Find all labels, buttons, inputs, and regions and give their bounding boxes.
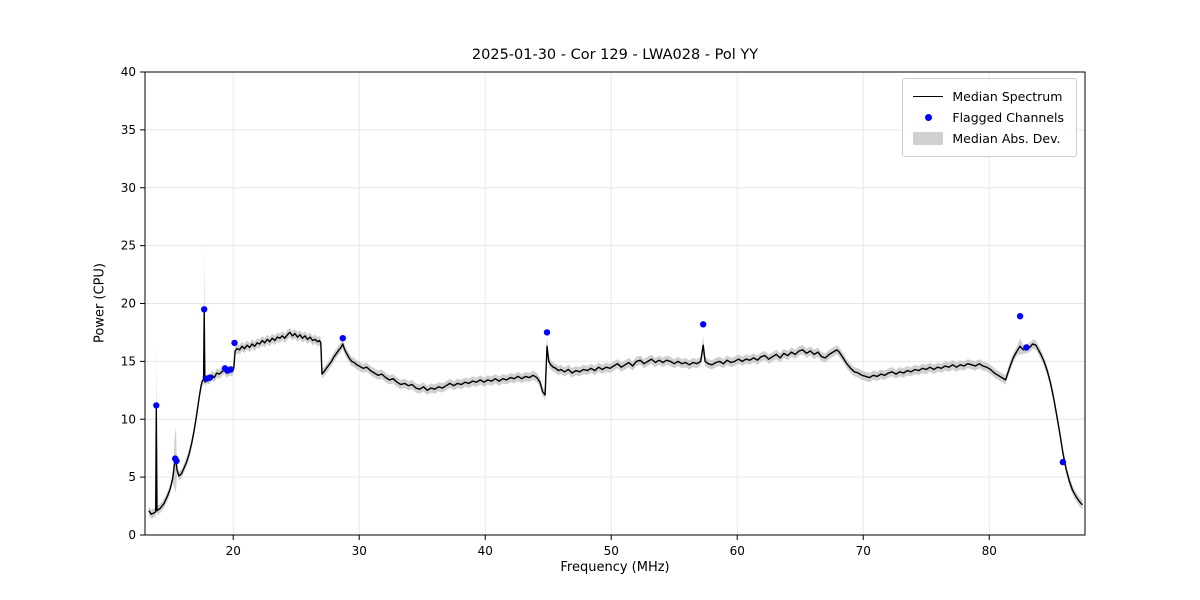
median-spectrum-line <box>148 309 1084 515</box>
flagged-channel-point <box>201 306 208 313</box>
y-tick-label: 25 <box>121 239 136 253</box>
flagged-channel-point <box>339 335 346 342</box>
legend-item-median-spectrum: Median Spectrum <box>913 86 1064 107</box>
x-tick-label: 30 <box>352 544 367 558</box>
chart-title: 2025-01-30 - Cor 129 - LWA028 - Pol YY <box>471 47 759 63</box>
flagged-channel-point <box>1059 458 1067 466</box>
x-tick-label: 50 <box>604 544 619 558</box>
y-tick-label: 0 <box>128 528 136 542</box>
flagged-channel-point <box>206 374 214 381</box>
flagged-channel-point <box>231 339 238 347</box>
legend-label-flagged-channels: Flagged Channels <box>952 110 1064 125</box>
mad-band <box>148 245 1083 519</box>
flagged-channel-point <box>1023 344 1030 351</box>
y-tick-label: 10 <box>121 412 136 426</box>
y-tick-label: 5 <box>128 470 136 484</box>
y-tick-label: 30 <box>121 181 136 195</box>
legend-item-flagged-channels: Flagged Channels <box>913 107 1064 128</box>
flagged-channel-point <box>1016 313 1024 320</box>
x-axis-label: Frequency (MHz) <box>560 560 670 575</box>
x-tick-label: 60 <box>730 544 745 558</box>
flagged-channel-point <box>153 402 160 409</box>
x-tick-label: 40 <box>478 544 493 558</box>
flagged-channel-point <box>700 321 707 328</box>
flagged-channel-point <box>543 329 551 336</box>
x-tick-label: 20 <box>226 544 241 558</box>
band-swatch-icon <box>913 132 944 145</box>
legend-item-median-abs-dev: Median Abs. Dev. <box>913 128 1064 149</box>
y-tick-label: 35 <box>121 123 136 137</box>
legend-label-median-abs-dev: Median Abs. Dev. <box>952 131 1061 146</box>
flagged-channel-point <box>227 366 234 373</box>
x-tick-label: 80 <box>982 544 997 558</box>
x-tick-label: 70 <box>856 544 871 558</box>
flagged-channel-point <box>173 457 180 465</box>
legend: Median Spectrum Flagged Channels Median … <box>902 78 1077 157</box>
y-axis-label: Power (CPU) <box>92 262 108 344</box>
y-tick-label: 20 <box>121 297 136 311</box>
legend-label-median-spectrum: Median Spectrum <box>952 89 1063 104</box>
marker-swatch-icon <box>913 114 943 121</box>
y-tick-label: 15 <box>121 354 136 368</box>
y-tick-label: 40 <box>121 65 136 79</box>
line-swatch-icon <box>913 96 944 97</box>
